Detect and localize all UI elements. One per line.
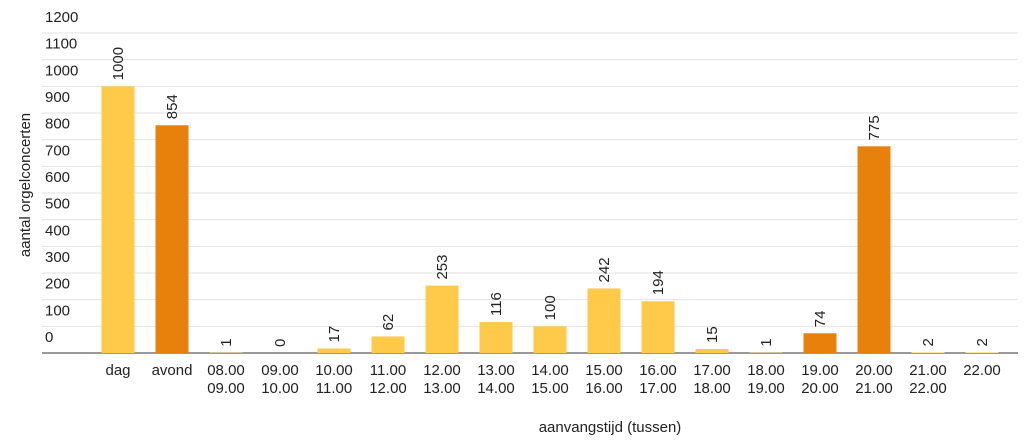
x-axis-title: aanvangstijd (tussen) <box>539 419 682 436</box>
y-axis-title: aantal orgelconcerten <box>17 113 34 257</box>
value-label: 2 <box>974 338 991 346</box>
x-tick-label: 08.00 <box>207 362 245 379</box>
x-tick-label: dag <box>105 362 130 379</box>
value-label: 253 <box>434 255 451 280</box>
x-tick-label: avond <box>152 362 193 379</box>
x-tick-label: 13.00 <box>423 380 461 397</box>
x-tick-label: 09.00 <box>261 362 299 379</box>
bar <box>479 322 513 353</box>
y-tick-label: 900 <box>45 89 70 106</box>
bar <box>587 288 621 353</box>
value-label: 854 <box>164 94 181 119</box>
value-label: 775 <box>866 115 883 140</box>
y-tick-label: 100 <box>45 302 70 319</box>
y-tick-label: 500 <box>45 196 70 213</box>
value-label: 17 <box>326 326 343 343</box>
x-tick-label: 09.00 <box>207 380 245 397</box>
value-label: 100 <box>542 295 559 320</box>
value-label: 15 <box>704 326 721 343</box>
value-label: 194 <box>650 270 667 295</box>
bar <box>695 349 729 353</box>
x-tick-label: 13.00 <box>477 362 515 379</box>
x-tick-label: 15.00 <box>585 362 623 379</box>
bar <box>965 352 999 353</box>
bar <box>641 301 675 353</box>
x-tick-label: 19.00 <box>801 362 839 379</box>
value-label: 116 <box>488 292 505 316</box>
y-tick-label: 800 <box>45 116 70 133</box>
value-label: 1 <box>218 338 235 346</box>
y-tick-label: 1100 <box>45 36 77 53</box>
y-tick-label: 0 <box>45 329 53 346</box>
bar <box>911 352 945 353</box>
x-tick-label: 15.00 <box>531 380 569 397</box>
x-tick-label: 16.00 <box>639 362 677 379</box>
y-tick-label: 300 <box>45 249 70 266</box>
y-tick-label: 400 <box>45 222 70 239</box>
y-tick-label: 600 <box>45 169 70 186</box>
x-tick-label: 19.00 <box>747 380 785 397</box>
bar <box>101 86 135 353</box>
value-label: 0 <box>272 339 289 347</box>
y-tick-label: 200 <box>45 276 70 293</box>
x-tick-label: 20.00 <box>855 362 893 379</box>
x-tick-label: 10.00 <box>261 380 299 397</box>
value-label: 62 <box>380 314 397 331</box>
x-tick-label: 17.00 <box>639 380 677 397</box>
x-tick-label: 22.00 <box>963 362 1001 379</box>
bar <box>317 348 351 353</box>
y-tick-label: 700 <box>45 142 70 159</box>
x-tick-label: 11.00 <box>316 380 352 397</box>
x-tick-label: 22.00 <box>909 380 947 397</box>
x-tick-label: 11.00 <box>370 362 406 379</box>
bar <box>371 336 405 353</box>
value-label: 1000 <box>110 47 127 80</box>
x-tick-label: 21.00 <box>909 362 947 379</box>
x-tick-label: 14.00 <box>477 380 515 397</box>
x-tick-label: 17.00 <box>693 362 731 379</box>
value-label: 242 <box>596 257 613 282</box>
x-tick-label: 12.00 <box>423 362 461 379</box>
y-tick-label: 1200 <box>45 9 78 26</box>
x-tick-label: 12.00 <box>369 380 407 397</box>
y-tick-label: 1000 <box>45 62 78 79</box>
x-tick-label: 20.00 <box>801 380 839 397</box>
value-label: 2 <box>920 338 937 346</box>
x-tick-label: 21.00 <box>855 380 893 397</box>
bar <box>857 146 891 353</box>
bar <box>803 333 837 353</box>
x-tick-label: 18.00 <box>747 362 785 379</box>
x-tick-label: 10.00 <box>315 362 353 379</box>
bar <box>425 285 459 353</box>
value-label: 1 <box>758 338 775 346</box>
x-tick-label: 16.00 <box>585 380 623 397</box>
bar <box>155 125 189 354</box>
x-tick-label: 14.00 <box>531 362 569 379</box>
x-tick-label: 18.00 <box>693 380 731 397</box>
bar <box>533 326 567 353</box>
value-label: 74 <box>812 311 829 328</box>
